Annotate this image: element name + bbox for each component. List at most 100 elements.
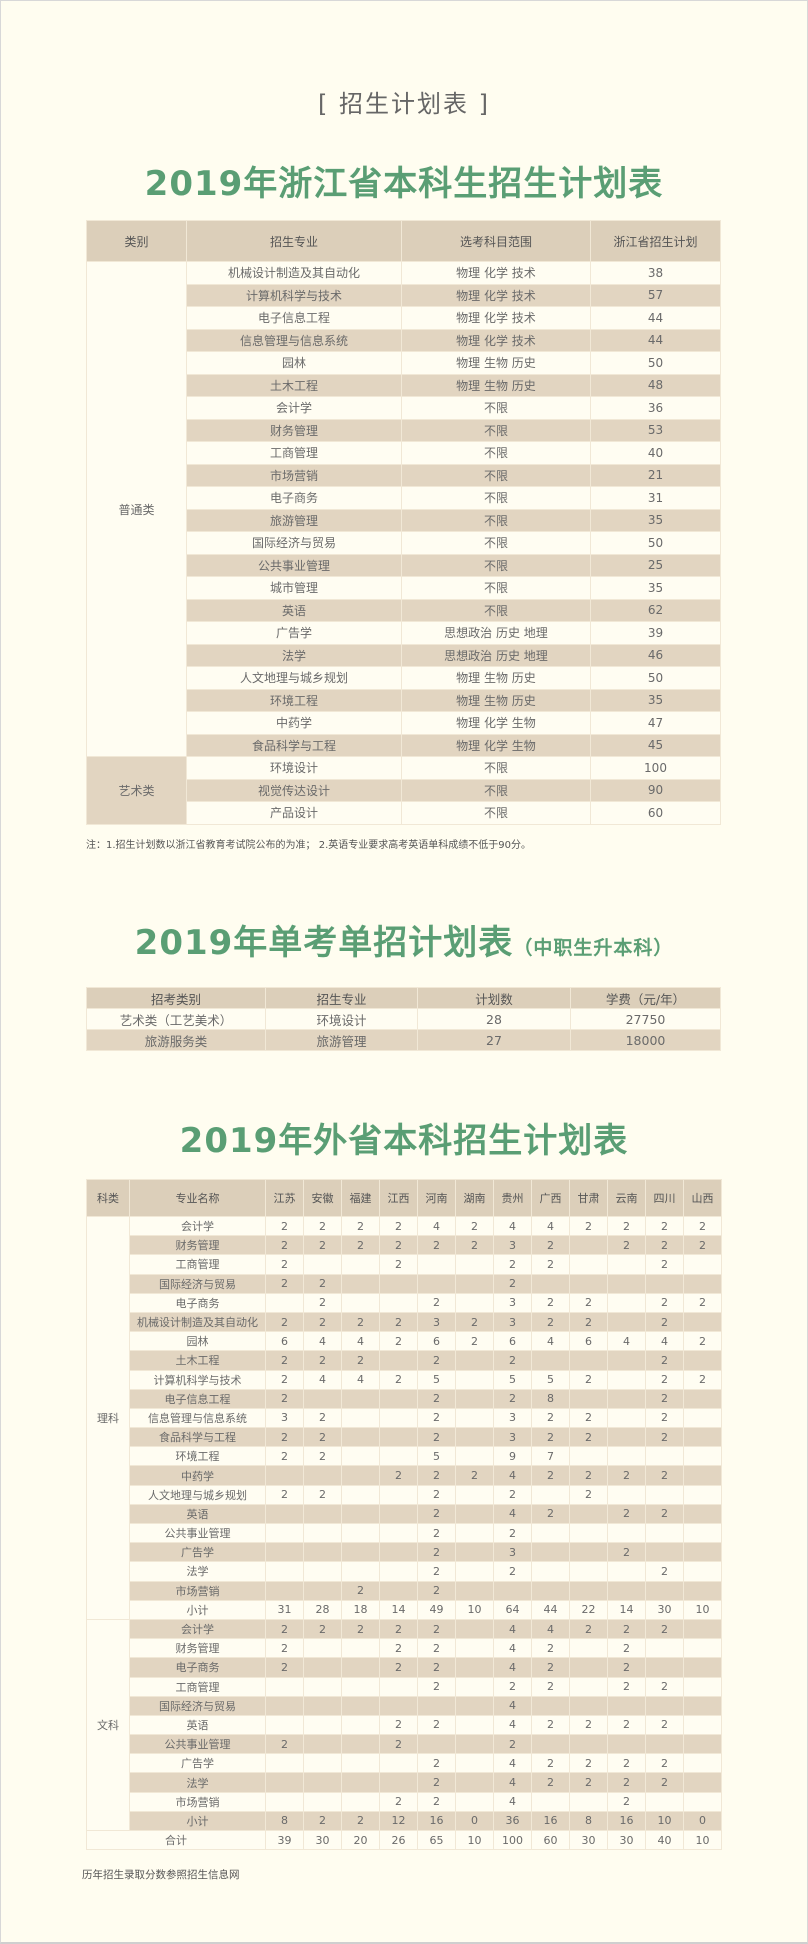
table-row: 计算机科学与技术 2 4 4 2 5 5 5 2 2 2 — [87, 1369, 722, 1390]
quota-cell — [265, 1695, 304, 1716]
quota-cell: 2 — [531, 1753, 570, 1774]
quota-cell: 57 — [590, 283, 721, 307]
table-row: 普通类 机械设计制造及其自动化 物理 化学 技术 38 — [86, 261, 721, 757]
quota-cell: 3 — [493, 1235, 532, 1256]
quota-cell — [455, 1542, 494, 1563]
quota-cell — [341, 1427, 380, 1448]
quota-cell: 4 — [493, 1618, 532, 1640]
quota-cell — [303, 1753, 342, 1774]
quota-cell: 12 — [379, 1810, 418, 1832]
quota-cell: 2 — [607, 1215, 646, 1237]
quota-cell: 4 — [493, 1657, 532, 1678]
quota-cell: 4 — [607, 1331, 646, 1352]
quota-cell — [341, 1388, 380, 1409]
quota-cell: 22 — [569, 1599, 608, 1620]
quota-cell — [303, 1503, 342, 1525]
quota-cell: 2 — [645, 1465, 684, 1486]
quota-cell — [341, 1714, 380, 1736]
quota-cell: 2 — [607, 1235, 646, 1256]
table-row: 信息管理与信息系统 3 2 2 3 2 2 2 — [87, 1407, 722, 1429]
quota-cell: 2 — [265, 1638, 304, 1659]
quota-cell — [683, 1561, 722, 1582]
quota-cell: 2 — [607, 1714, 646, 1736]
quota-cell: 2 — [417, 1407, 456, 1429]
quota-cell: 40 — [590, 441, 721, 465]
quota-cell — [303, 1465, 342, 1486]
total-cell: 10 — [455, 1829, 494, 1851]
quota-cell — [683, 1753, 722, 1774]
quota-cell — [645, 1791, 684, 1812]
quota-cell: 9 — [493, 1446, 532, 1467]
column-header: 湖南 — [455, 1179, 494, 1217]
quota-cell — [265, 1292, 304, 1313]
quota-cell: 2 — [531, 1714, 570, 1736]
quota-cell: 2 — [645, 1388, 684, 1409]
table-row: 中药学 2 2 2 4 2 2 2 2 — [87, 1465, 722, 1486]
quota-cell: 5 — [417, 1369, 456, 1390]
quota-cell — [341, 1753, 380, 1774]
table-row: 财务管理 不限 53 — [87, 418, 721, 442]
quota-cell — [683, 1273, 722, 1294]
quota-cell — [531, 1542, 570, 1563]
quota-cell: 2 — [531, 1657, 570, 1678]
column-header: 江苏 — [265, 1179, 304, 1217]
table-row: 艺术类（工艺美术） 环境设计 28 27750 — [86, 1008, 721, 1030]
quota-cell: 2 — [379, 1215, 418, 1237]
quota-cell: 2 — [645, 1427, 684, 1448]
major-cell: 环境工程 — [186, 688, 402, 712]
table-row: 理科 会计学 2 2 2 2 4 2 4 4 2 2 2 2 — [86, 1215, 722, 1620]
major-cell: 公共事业管理 — [129, 1522, 266, 1544]
quota-cell: 2 — [531, 1311, 570, 1333]
major-cell: 计算机科学与技术 — [186, 283, 402, 307]
quota-cell: 2 — [645, 1350, 684, 1371]
quota-cell: 2 — [417, 1465, 456, 1486]
zhejiang-title: 2019年浙江省本科生招生计划表 — [144, 164, 664, 204]
table-row: 财务管理 2 2 2 2 2 2 3 2 2 2 2 — [87, 1235, 722, 1256]
quota-cell — [455, 1791, 494, 1812]
quota-cell — [303, 1638, 342, 1659]
quota-cell — [569, 1446, 608, 1467]
category-cell: 普通类 — [86, 261, 187, 757]
quota-cell: 2 — [493, 1561, 532, 1582]
quota-cell: 2 — [645, 1561, 684, 1582]
quota-cell — [341, 1638, 380, 1659]
column-header: 广西 — [531, 1179, 570, 1217]
subjects-cell: 物理 化学 技术 — [401, 328, 591, 352]
quota-cell: 2 — [303, 1215, 342, 1237]
quota-cell: 2 — [379, 1369, 418, 1390]
subjects-cell: 物理 化学 技术 — [401, 283, 591, 307]
subjects-cell: 不限 — [401, 486, 591, 510]
quota-cell — [455, 1638, 494, 1659]
column-header: 云南 — [607, 1179, 646, 1217]
quota-cell: 2 — [341, 1311, 380, 1333]
quota-cell — [379, 1446, 418, 1467]
quota-cell: 2 — [265, 1235, 304, 1256]
quota-cell: 2 — [341, 1618, 380, 1640]
quota-cell: 35 — [590, 688, 721, 712]
quota-cell — [265, 1561, 304, 1582]
quota-cell: 2 — [493, 1522, 532, 1544]
quota-cell — [341, 1484, 380, 1505]
quota-cell — [569, 1580, 608, 1601]
quota-cell: 2 — [265, 1369, 304, 1390]
major-cell: 会计学 — [129, 1618, 266, 1640]
major-cell: 国际经济与贸易 — [186, 531, 402, 555]
subjects-cell: 物理 化学 技术 — [401, 306, 591, 330]
quota-cell: 2 — [303, 1427, 342, 1448]
quota-cell: 2 — [341, 1215, 380, 1237]
quota-cell: 2 — [645, 1292, 684, 1313]
quota-cell — [455, 1580, 494, 1601]
quota-cell: 2 — [645, 1618, 684, 1640]
quota-cell — [645, 1734, 684, 1755]
subjects-cell: 不限 — [401, 441, 591, 465]
quota-cell: 2 — [455, 1215, 494, 1237]
quota-cell: 2 — [531, 1235, 570, 1256]
table-row: 电子商务 2 2 3 2 2 2 2 — [87, 1292, 722, 1313]
zhejiang-note: 注：1.招生计划数以浙江省教育考试院公布的为准； 2.英语专业要求高考英语单科成… — [86, 840, 531, 851]
quota-cell: 44 — [590, 306, 721, 330]
quota-cell: 2 — [645, 1254, 684, 1275]
column-header: 科类 — [86, 1179, 130, 1217]
quota-cell: 2 — [683, 1331, 722, 1352]
major-cell: 工商管理 — [186, 441, 402, 465]
quota-cell — [455, 1618, 494, 1640]
